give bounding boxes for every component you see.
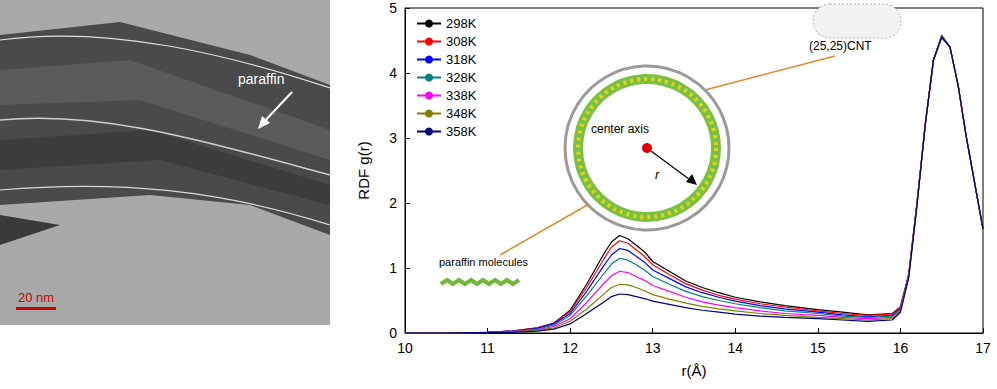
svg-text:RDF g(r): RDF g(r) [355,141,372,199]
svg-text:308K: 308K [446,34,477,49]
svg-text:3: 3 [389,130,397,146]
svg-text:0: 0 [389,325,397,341]
svg-text:13: 13 [645,340,661,356]
svg-text:center axis: center axis [591,122,649,136]
svg-text:5: 5 [389,0,397,16]
svg-text:358K: 358K [446,124,477,139]
svg-text:318K: 318K [446,52,477,67]
svg-text:16: 16 [893,340,909,356]
svg-text:14: 14 [727,340,743,356]
svg-text:2: 2 [389,195,397,211]
svg-text:328K: 328K [446,70,477,85]
svg-text:r: r [655,167,660,182]
svg-text:15: 15 [810,340,826,356]
svg-text:10: 10 [397,340,413,356]
svg-text:(25,25)CNT: (25,25)CNT [809,39,872,53]
svg-text:paraffin: paraffin [238,71,284,87]
svg-text:paraffin molecules: paraffin molecules [439,256,529,268]
svg-text:20 nm: 20 nm [18,290,54,305]
svg-text:12: 12 [562,340,578,356]
svg-text:298K: 298K [446,16,477,31]
svg-text:348K: 348K [446,106,477,121]
svg-text:338K: 338K [446,88,477,103]
svg-text:11: 11 [480,340,495,356]
svg-text:17: 17 [975,340,991,356]
svg-text:1: 1 [389,260,397,276]
svg-text:4: 4 [389,65,397,81]
svg-text:r(Å): r(Å) [682,362,707,379]
